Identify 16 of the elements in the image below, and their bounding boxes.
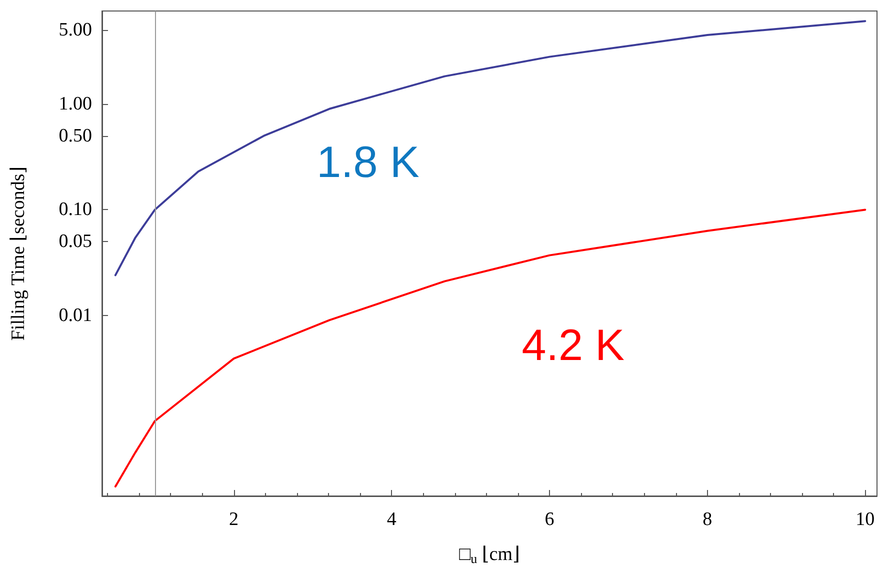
line-series (114, 20, 866, 276)
y-axis-title: Filling Time ⌊seconds⌋ (8, 166, 29, 341)
y-tick-label: 1.00 (58, 94, 92, 115)
line-series (114, 208, 866, 488)
y-tick-label: 0.05 (58, 231, 92, 252)
x-tick-label: 8 (702, 509, 712, 530)
series-label: 4.2 K (522, 320, 625, 370)
x-tick-label: 6 (544, 509, 554, 530)
series-label: 1.8 K (316, 138, 420, 187)
x-tick-label: 4 (386, 509, 397, 530)
y-tick-label: 0.50 (58, 125, 92, 146)
y-tick-label: 0.01 (58, 304, 92, 326)
y-tick-label: 0.10 (58, 199, 92, 220)
x-tick-label: 2 (229, 509, 239, 530)
y-tick-label: 5.00 (58, 20, 92, 41)
x-tick-label: 10 (856, 509, 875, 530)
